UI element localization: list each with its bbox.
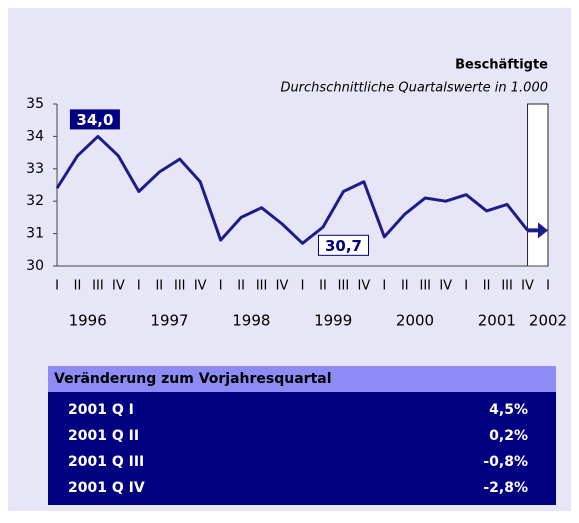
x-tick-label: I: [382, 279, 386, 294]
x-tick-label: II: [74, 279, 82, 294]
y-tick-label: 32: [26, 193, 44, 209]
x-tick-label: I: [301, 279, 305, 294]
trend-arrow-head: [538, 222, 548, 239]
value-label-box: [318, 234, 369, 256]
row-label: 2001 Q I: [68, 402, 134, 418]
row-label: 2001 Q III: [68, 454, 144, 470]
forecast-area: [527, 103, 549, 267]
value-label-box: [69, 109, 120, 130]
x-tick-label: IV: [439, 279, 452, 294]
value-label: 34,0: [76, 111, 113, 129]
x-tick-label: IV: [358, 279, 371, 294]
data-line: [55, 134, 529, 245]
year-label: 1998: [232, 312, 270, 330]
year-label: 2002: [529, 312, 567, 330]
x-tick-label: III: [419, 279, 431, 294]
table-header-bg: [48, 366, 556, 392]
x-tick-label: I: [464, 279, 468, 294]
x-tick-label: II: [319, 279, 327, 294]
table: Veränderung zum Vorjahresquartal 2001 Q …: [48, 366, 556, 505]
x-tick-label: III: [92, 279, 104, 294]
x-tick-label: IV: [276, 279, 289, 294]
row-value: 4,5%: [489, 402, 528, 418]
year-label: 1997: [150, 312, 188, 330]
year-label: 2001: [478, 312, 516, 330]
x-tick-label: III: [256, 279, 268, 294]
y-tick-label: 30: [26, 258, 44, 274]
x-tick-label: IV: [194, 279, 207, 294]
x-tick-label: II: [401, 279, 409, 294]
y-tick-label: 33: [26, 161, 44, 177]
row-value: -0,8%: [483, 454, 528, 470]
x-tick-label: II: [483, 279, 491, 294]
x-tick-label: I: [219, 279, 223, 294]
x-tick-label: I: [55, 279, 59, 294]
year-label: 1996: [69, 312, 107, 330]
x-tick-label: II: [155, 279, 163, 294]
year-label: 2000: [396, 312, 434, 330]
table-body-bg: [48, 392, 556, 505]
x-tick-label: I: [137, 279, 141, 294]
y-tick-label: 35: [26, 96, 44, 112]
y-tick-label: 31: [26, 226, 44, 242]
x-tick-label: III: [174, 279, 186, 294]
x-tick-label: IV: [112, 279, 125, 294]
chart-subtitle: Durchschnittliche Quartalswerte in 1.000: [280, 81, 548, 96]
table-title: Veränderung zum Vorjahresquartal: [54, 371, 332, 387]
x-tick-label: IV: [521, 279, 534, 294]
row-label: 2001 Q II: [68, 428, 139, 444]
value-label: 30,7: [325, 237, 362, 255]
x-tick-label: I: [546, 279, 550, 294]
row-label: 2001 Q IV: [68, 480, 145, 496]
x-tick-label: II: [237, 279, 245, 294]
chart-title: Beschäftigte: [455, 58, 548, 73]
x-tick-label: III: [501, 279, 513, 294]
row-value: 0,2%: [489, 428, 528, 444]
x-tick-label: III: [338, 279, 350, 294]
row-value: -2,8%: [483, 480, 528, 496]
y-tick-label: 34: [26, 128, 44, 144]
year-label: 1999: [314, 312, 352, 330]
